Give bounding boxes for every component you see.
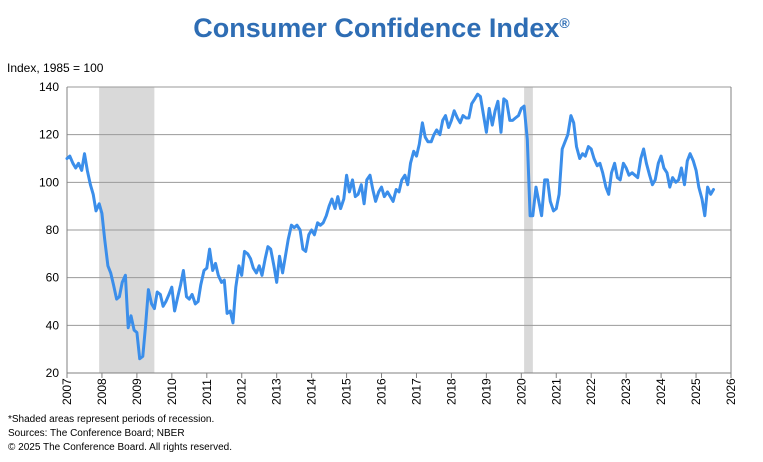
series bbox=[65, 92, 715, 361]
gridlines bbox=[67, 86, 731, 326]
x-tick-labels: 2007 2008 2009 2010 2011 2012 2013 2014 2015 2016… bbox=[60, 378, 738, 405]
x-tick-label-2011: 2011 bbox=[200, 379, 214, 405]
x-tick-label-2013: 2013 bbox=[270, 378, 284, 405]
y-tick-label-80: 80 bbox=[46, 223, 60, 237]
x-tick-label-2010: 2010 bbox=[165, 378, 179, 405]
x-tick-label-2023: 2023 bbox=[619, 378, 633, 405]
x-tick-label-2020: 2020 bbox=[514, 378, 528, 405]
x-tick-label-2014: 2014 bbox=[305, 378, 319, 405]
series-line-1 bbox=[65, 92, 715, 361]
x-tick-label-2018: 2018 bbox=[444, 378, 458, 405]
y-tick-labels: 20 40 60 80 100 120 140 bbox=[39, 80, 59, 380]
footnote-copyright: © 2025 The Conference Board. All rights … bbox=[8, 442, 232, 453]
chart-title: Consumer Confidence Index® bbox=[193, 13, 570, 43]
y-tick-label-100: 100 bbox=[39, 175, 59, 189]
y-tick-label-120: 120 bbox=[39, 128, 59, 142]
x-tick-label-2024: 2024 bbox=[654, 378, 668, 405]
y-tick-label-20: 20 bbox=[46, 366, 60, 380]
axes bbox=[66, 87, 732, 378]
x-tick-label-2019: 2019 bbox=[479, 378, 493, 405]
footnote-recession: *Shaded areas represent periods of reces… bbox=[8, 414, 215, 425]
x-tick-label-2021: 2021 bbox=[549, 378, 563, 405]
footnote-sources: Sources: The Conference Board; NBER bbox=[8, 428, 185, 439]
x-tick-label-2022: 2022 bbox=[584, 378, 598, 405]
x-tick-label-2008: 2008 bbox=[95, 378, 109, 405]
x-tick-label-2025: 2025 bbox=[689, 378, 703, 405]
x-tick-label-2026: 2026 bbox=[724, 378, 738, 405]
x-tick-label-2009: 2009 bbox=[130, 378, 144, 405]
y-tick-label-140: 140 bbox=[39, 80, 59, 94]
y-tick-label-60: 60 bbox=[46, 271, 60, 285]
x-tick-label-2007: 2007 bbox=[60, 378, 74, 405]
x-tick-label-2012: 2012 bbox=[235, 378, 249, 405]
x-tick-label-2015: 2015 bbox=[340, 378, 354, 405]
y-axis-label: Index, 1985 = 100 bbox=[7, 61, 104, 75]
x-tick-label-2017: 2017 bbox=[409, 378, 423, 405]
x-tick-label-2016: 2016 bbox=[375, 378, 389, 405]
y-tick-label-40: 40 bbox=[46, 318, 60, 332]
